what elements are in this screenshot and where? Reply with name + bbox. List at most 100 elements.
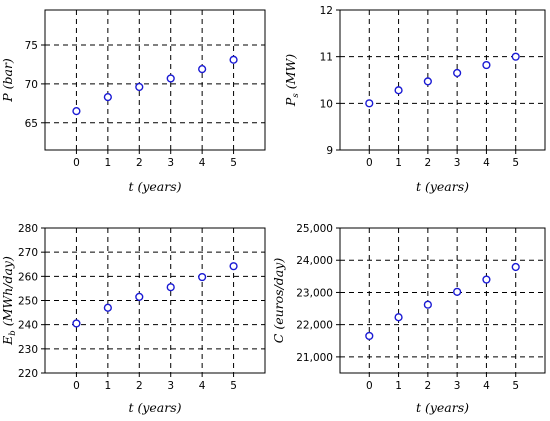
x-axis-symbol: t	[416, 179, 422, 194]
x-axis-symbol: t	[416, 400, 422, 415]
x-tick-label: 1	[395, 157, 402, 169]
x-tick-label: 2	[425, 380, 432, 392]
data-point	[229, 55, 238, 64]
y-tick-label: 11	[320, 52, 333, 64]
plot-frame	[44, 9, 266, 151]
x-axis-label: t (years)	[416, 400, 469, 415]
y-tick-label: 10	[320, 98, 333, 110]
x-axis-units: (years)	[421, 179, 469, 194]
data-point	[166, 283, 175, 292]
data-point	[135, 82, 144, 92]
plot-frame	[339, 9, 546, 151]
y-axis-label: Eb (MWh/day)	[0, 256, 18, 346]
y-tick-label: 280	[18, 223, 38, 235]
data-point	[229, 262, 238, 271]
y-axis-units: (MWh/day)	[0, 256, 15, 330]
y-tick-label: 220	[18, 368, 38, 380]
y-tick-label: 240	[18, 320, 38, 332]
data-point	[72, 107, 81, 116]
data-point	[423, 77, 432, 86]
x-tick-label: 4	[483, 157, 490, 169]
x-tick-label: 3	[454, 157, 461, 169]
x-tick-label: 4	[483, 380, 490, 392]
y-axis-symbol: P	[0, 93, 15, 103]
y-tick-label: 9	[326, 145, 333, 157]
x-tick-label: 0	[73, 380, 80, 392]
data-point	[511, 52, 520, 61]
x-axis-symbol: t	[128, 179, 134, 194]
x-tick-label: 1	[395, 380, 402, 392]
data-point	[198, 65, 207, 74]
y-tick-label: 25,000	[296, 223, 333, 235]
x-tick-label: 0	[73, 157, 80, 169]
y-axis-subscript: b	[8, 330, 18, 335]
x-tick-label: 5	[512, 157, 519, 169]
y-axis-symbol: P	[283, 97, 298, 107]
y-tick-label: 65	[25, 118, 38, 130]
x-tick-label: 1	[105, 380, 112, 392]
data-point	[365, 331, 374, 341]
x-tick-label: 3	[167, 380, 174, 392]
data-point	[482, 60, 491, 70]
x-axis-label: t (years)	[128, 400, 181, 415]
data-point	[72, 319, 81, 328]
chart-panel-3: 0 1 2 3 4 5 220 230 240 250 260 270 280 t (years) Eb (…	[0, 223, 266, 415]
x-tick-label: 2	[425, 157, 432, 169]
y-tick-label: 12	[320, 5, 333, 17]
y-axis-label: C (euros/day)	[271, 258, 286, 344]
x-axis-label: t (years)	[128, 179, 181, 194]
x-axis-label: t (years)	[416, 179, 469, 194]
x-axis-units: (years)	[134, 179, 182, 194]
y-axis-symbol: E	[0, 336, 15, 346]
data-point	[482, 275, 491, 284]
data-point	[394, 313, 403, 322]
y-axis-units: (MW)	[283, 54, 298, 93]
data-point	[365, 99, 374, 108]
plot-frame	[339, 227, 546, 374]
y-tick-label: 24,000	[296, 255, 333, 267]
data-point	[198, 272, 207, 282]
data-point	[394, 86, 403, 95]
y-tick-label: 22,000	[296, 320, 333, 332]
data-point	[103, 93, 112, 102]
y-tick-label: 70	[25, 79, 38, 91]
y-axis-label: P (bar)	[0, 58, 15, 103]
data-point	[453, 287, 462, 296]
x-tick-label: 4	[199, 380, 206, 392]
y-axis-label: Ps (MW)	[283, 54, 301, 107]
data-point	[423, 300, 432, 309]
x-tick-label: 5	[230, 380, 237, 392]
x-tick-label: 0	[366, 380, 373, 392]
y-tick-label: 75	[25, 40, 38, 52]
y-tick-label: 21,000	[296, 352, 333, 364]
x-tick-label: 1	[105, 157, 112, 169]
x-axis-units: (years)	[421, 400, 469, 415]
y-tick-label: 250	[18, 296, 38, 308]
data-point	[135, 292, 144, 301]
x-tick-label: 4	[199, 157, 206, 169]
x-tick-label: 0	[366, 157, 373, 169]
chart-panel-4: 0 1 2 3 4 5 21,000 22,000 23,000 24,000 25,000 t (y…	[271, 223, 546, 415]
x-tick-label: 5	[230, 157, 237, 169]
x-axis-units: (years)	[134, 400, 182, 415]
data-point	[103, 303, 112, 312]
y-tick-label: 260	[18, 271, 38, 283]
x-tick-label: 5	[512, 380, 519, 392]
y-axis-units: (bar)	[0, 58, 15, 93]
chart-panel-1: 0 1 2 3 4 5 65 70 75 t (years) P (bar)	[0, 9, 266, 194]
x-tick-label: 2	[136, 380, 143, 392]
y-tick-label: 270	[18, 247, 38, 259]
y-axis-units: (euros/day)	[271, 258, 286, 334]
y-tick-label: 23,000	[296, 287, 333, 299]
x-tick-label: 3	[167, 157, 174, 169]
x-axis-symbol: t	[128, 400, 134, 415]
data-point	[453, 68, 462, 78]
y-axis-symbol: C	[271, 333, 286, 343]
x-tick-label: 2	[136, 157, 143, 169]
x-tick-label: 3	[454, 380, 461, 392]
data-point	[166, 74, 175, 83]
data-point	[511, 262, 520, 272]
y-tick-label: 230	[18, 344, 38, 356]
